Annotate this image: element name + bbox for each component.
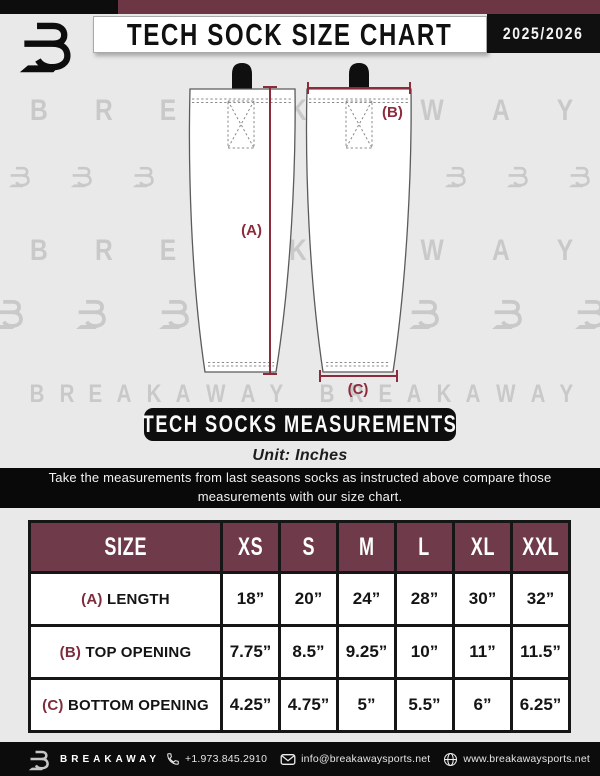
envelope-icon [280, 753, 296, 765]
season-label: 2025/2026 [503, 23, 584, 43]
row-label-bottom-opening: (C) BOTTOM OPENING [28, 677, 223, 733]
value-cell: 24” [336, 571, 397, 627]
header-corner-block [0, 0, 118, 14]
sock-measurement-diagram: (A) (B) (C) [188, 63, 412, 398]
breakaway-b-logo-icon [444, 164, 468, 188]
sock-left-stitching [192, 98, 293, 367]
value-cell: 6.25” [510, 677, 571, 733]
size-chart-table: SIZE XS S M L XL XXL (A) LENGTH 18” 20” … [28, 520, 571, 733]
measurement-line-a [263, 86, 277, 375]
value-cell: 10” [394, 624, 455, 680]
header-cell-m: M [336, 520, 397, 574]
breakaway-b-logo-icon [75, 296, 109, 330]
header-cell-l: L [394, 520, 455, 574]
sock-right-body [305, 88, 412, 373]
value-cell: 18” [220, 571, 281, 627]
footer-website-url: www.breakawaysports.net [463, 753, 590, 765]
header-cell-xl: XL [452, 520, 513, 574]
footer-bar: BREAKAWAY +1.973.845.2910 info@breakaway… [0, 742, 600, 776]
breakaway-b-logo-icon [0, 296, 26, 330]
instruction-line-1: Take the measurements from last seasons … [48, 470, 552, 486]
measurement-line-b [307, 82, 411, 94]
footer-email[interactable]: info@breakawaysports.net [280, 753, 430, 766]
breakaway-b-logo-icon [28, 748, 51, 771]
value-cell: 4.25” [220, 677, 281, 733]
measurement-line-c [319, 370, 398, 382]
header-maroon-strip [118, 0, 600, 14]
sock-left-body [188, 88, 296, 373]
page-title: TECH SOCK SIZE CHART [127, 16, 453, 52]
instruction-bar: Take the measurements from last seasons … [0, 468, 600, 508]
phone-icon [167, 753, 179, 765]
header-cell-xs: XS [220, 520, 281, 574]
breakaway-b-logo-icon [491, 296, 525, 330]
label-a: (A) [241, 222, 262, 239]
value-cell: 9.25” [336, 624, 397, 680]
header-cell-xxl: XXL [510, 520, 571, 574]
label-c: (C) [348, 381, 369, 398]
value-cell: 6” [452, 677, 513, 733]
globe-icon [444, 752, 458, 766]
value-cell: 5” [336, 677, 397, 733]
header-cell-s: S [278, 520, 339, 574]
measurements-banner: TECH SOCKS MEASUREMENTS [142, 408, 458, 441]
value-cell: 30” [452, 571, 513, 627]
value-cell: 5.5” [394, 677, 455, 733]
value-cell: 20” [278, 571, 339, 627]
header-cell-size: SIZE [28, 520, 223, 574]
footer-phone[interactable]: +1.973.845.2910 [166, 752, 267, 766]
sock-right-stitching [309, 98, 409, 367]
value-cell: 28” [394, 571, 455, 627]
value-cell: 8.5” [278, 624, 339, 680]
table-row-bottom-opening: (C) BOTTOM OPENING 4.25” 4.75” 5” 5.5” 6… [28, 677, 571, 733]
unit-label: Unit: Inches [252, 447, 348, 464]
sock-right-tab [349, 63, 369, 90]
footer-phone-number: +1.973.845.2910 [185, 753, 268, 765]
footer-contacts: +1.973.845.2910 info@breakawaysports.net… [166, 752, 590, 767]
measurements-banner-title: TECH SOCKS MEASUREMENTS [142, 410, 458, 438]
breakaway-b-logo-icon [506, 164, 530, 188]
label-b: (B) [382, 104, 403, 121]
value-cell: 11” [452, 624, 513, 680]
row-label-top-opening: (B) TOP OPENING [28, 624, 223, 680]
value-cell: 4.75” [278, 677, 339, 733]
breakaway-b-logo-icon [70, 164, 94, 188]
value-cell: 7.75” [220, 624, 281, 680]
sock-diagram-section: BREAKAWAY BREAKAWAY BREAKAWAY BREAKAWAY [0, 52, 600, 408]
breakaway-b-logo-icon [8, 164, 32, 188]
footer-email-address: info@breakawaysports.net [301, 753, 431, 765]
instruction-line-2: measurements with our size chart. [197, 489, 403, 504]
footer-brand-name: BREAKAWAY [60, 753, 161, 765]
sock-left-tab [232, 63, 252, 90]
breakaway-b-logo-icon [574, 296, 600, 330]
table-header-row: SIZE XS S M L XL XXL [28, 520, 571, 574]
footer-website[interactable]: www.breakawaysports.net [443, 752, 590, 767]
page-title-band: TECH SOCK SIZE CHART [93, 16, 487, 53]
breakaway-b-logo-icon [132, 164, 156, 188]
value-cell: 11.5” [510, 624, 571, 680]
table-row-top-opening: (B) TOP OPENING 7.75” 8.5” 9.25” 10” 11”… [28, 624, 571, 680]
season-badge: 2025/2026 [487, 14, 600, 53]
breakaway-b-logo-icon [568, 164, 592, 188]
table-row-length: (A) LENGTH 18” 20” 24” 28” 30” 32” [28, 571, 571, 627]
row-label-length: (A) LENGTH [28, 571, 223, 627]
value-cell: 32” [510, 571, 571, 627]
